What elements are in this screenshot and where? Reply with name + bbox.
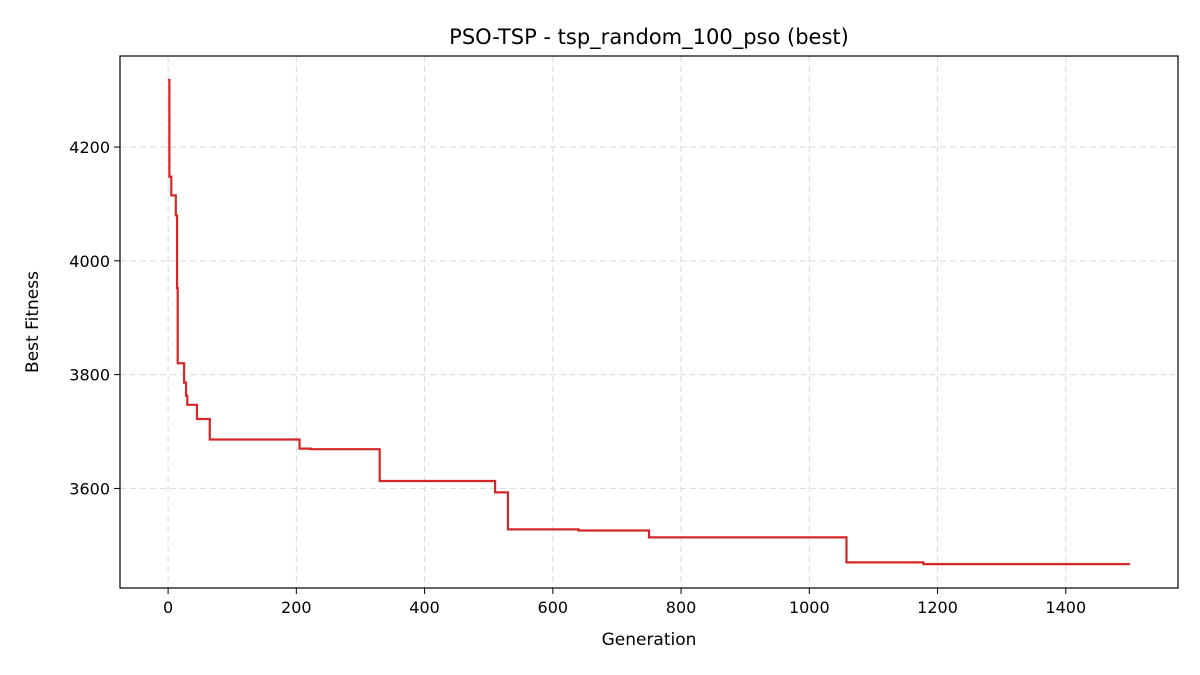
chart-title: PSO-TSP - tsp_random_100_pso (best) — [449, 25, 849, 50]
x-tick-label: 1200 — [917, 598, 958, 617]
y-tick-label: 3800 — [69, 366, 110, 385]
x-tick-label: 200 — [281, 598, 312, 617]
series-line-best-fitness — [168, 78, 1130, 566]
x-axis-label: Generation — [602, 630, 697, 650]
x-tick-label: 1000 — [789, 598, 830, 617]
x-tick-label: 1400 — [1045, 598, 1086, 617]
y-axis-label: Best Fitness — [23, 271, 43, 373]
plot-frame — [119, 55, 1179, 589]
x-tick-label: 600 — [538, 598, 569, 617]
y-axis-ticks: 3600 3800 4000 4200 — [69, 138, 120, 498]
y-tick-label: 3600 — [69, 479, 110, 498]
x-axis-ticks: 0 200 400 600 800 1000 1200 1400 — [163, 588, 1086, 617]
x-tick-label: 400 — [409, 598, 440, 617]
y-tick-label: 4000 — [69, 252, 110, 271]
y-tick-label: 4200 — [69, 138, 110, 157]
grid-lines — [120, 56, 1178, 588]
x-tick-label: 800 — [666, 598, 697, 617]
x-tick-label: 0 — [163, 598, 173, 617]
